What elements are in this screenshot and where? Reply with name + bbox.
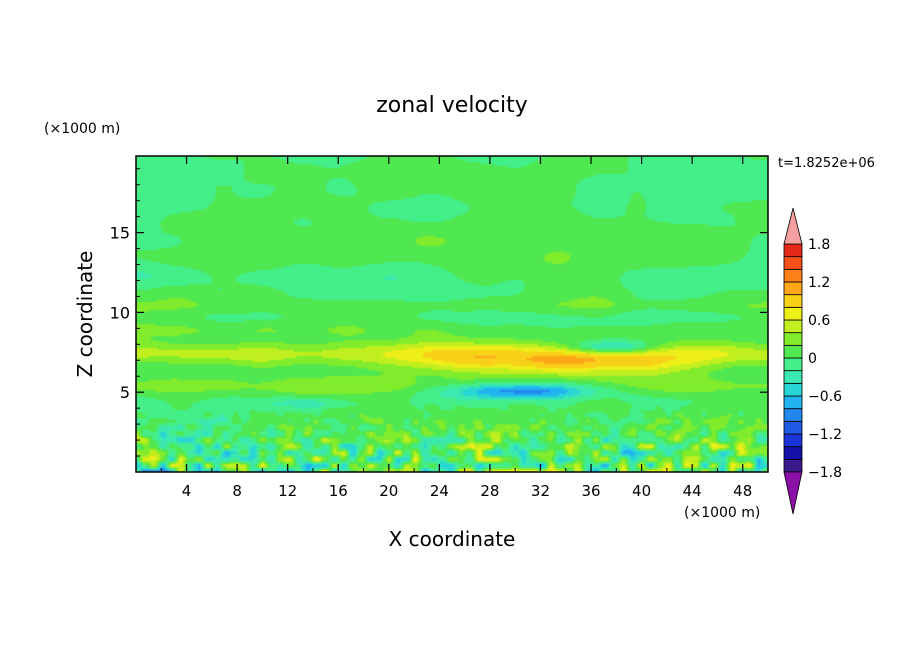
colorbar-segment bbox=[783, 256, 803, 270]
colorbar-segment bbox=[783, 357, 803, 372]
x-tick-label: 20 bbox=[379, 482, 398, 500]
colorbar-tick-label: 0 bbox=[808, 351, 817, 367]
x-tick-label: 32 bbox=[531, 482, 550, 500]
colorbar-segment bbox=[783, 370, 803, 384]
x-tick-label: 4 bbox=[182, 482, 192, 500]
colorbar-tick-label: −1.2 bbox=[808, 427, 842, 443]
plot-frame bbox=[135, 155, 769, 473]
y-axis-label: Z coordinate bbox=[73, 251, 97, 378]
y-tick-label: 10 bbox=[110, 303, 130, 322]
x-tick-label: 12 bbox=[278, 482, 297, 500]
x-tick-label: 24 bbox=[430, 482, 449, 500]
x-axis-label: X coordinate bbox=[389, 527, 516, 551]
x-axis-ticks: 4 8 12 16 20 24 28 32 36 40 44 48 bbox=[160, 156, 752, 500]
x-tick-label: 40 bbox=[632, 482, 651, 500]
colorbar-segment bbox=[783, 243, 803, 258]
colorbar-tick-label: 0.6 bbox=[808, 313, 830, 329]
x-axis-unit: (×1000 m) bbox=[684, 505, 760, 521]
colorbar-segment bbox=[783, 306, 803, 321]
velocity-field-image bbox=[136, 156, 768, 472]
colorbar-segment bbox=[783, 433, 803, 448]
colorbar-tick-label: 1.8 bbox=[808, 237, 830, 253]
x-tick-label: 16 bbox=[329, 482, 348, 500]
x-tick-label: 48 bbox=[733, 482, 752, 500]
colorbar-segment bbox=[783, 332, 803, 346]
colorbar-segment bbox=[783, 382, 803, 397]
colorbar-segment bbox=[783, 408, 803, 422]
x-tick-label: 28 bbox=[480, 482, 499, 500]
velocity-field bbox=[136, 156, 768, 472]
time-label: t=1.8252e+06 bbox=[778, 156, 875, 171]
colorbar-segment bbox=[783, 458, 803, 473]
chart-title: zonal velocity bbox=[376, 93, 528, 118]
x-tick-label: 44 bbox=[683, 482, 702, 500]
colorbar-tick-label: −0.6 bbox=[808, 389, 842, 405]
colorbar-bottom-arrow bbox=[783, 471, 803, 515]
colorbar-segment bbox=[783, 446, 803, 460]
y-tick-label: 15 bbox=[110, 224, 130, 243]
colorbar-segment bbox=[783, 268, 803, 283]
colorbar-tick-label: 1.2 bbox=[808, 275, 830, 291]
colorbar-segment bbox=[783, 294, 803, 308]
colorbar: 1.8 1.2 0.6 0 −0.6 −1.2 −1.8 bbox=[783, 207, 842, 515]
colorbar-tick-label: −1.8 bbox=[808, 465, 842, 481]
colorbar-segment bbox=[783, 420, 803, 435]
y-axis-ticks: 5 10 15 bbox=[110, 168, 768, 457]
colorbar-segment bbox=[783, 395, 803, 410]
x-tick-label: 36 bbox=[581, 482, 600, 500]
colorbar-top-arrow bbox=[783, 207, 803, 245]
y-tick-label: 5 bbox=[120, 383, 130, 402]
colorbar-segment bbox=[783, 344, 803, 359]
colorbar-segment bbox=[783, 281, 803, 296]
x-tick-label: 8 bbox=[232, 482, 242, 500]
colorbar-segment bbox=[783, 319, 803, 334]
y-axis-unit: (×1000 m) bbox=[44, 121, 120, 137]
